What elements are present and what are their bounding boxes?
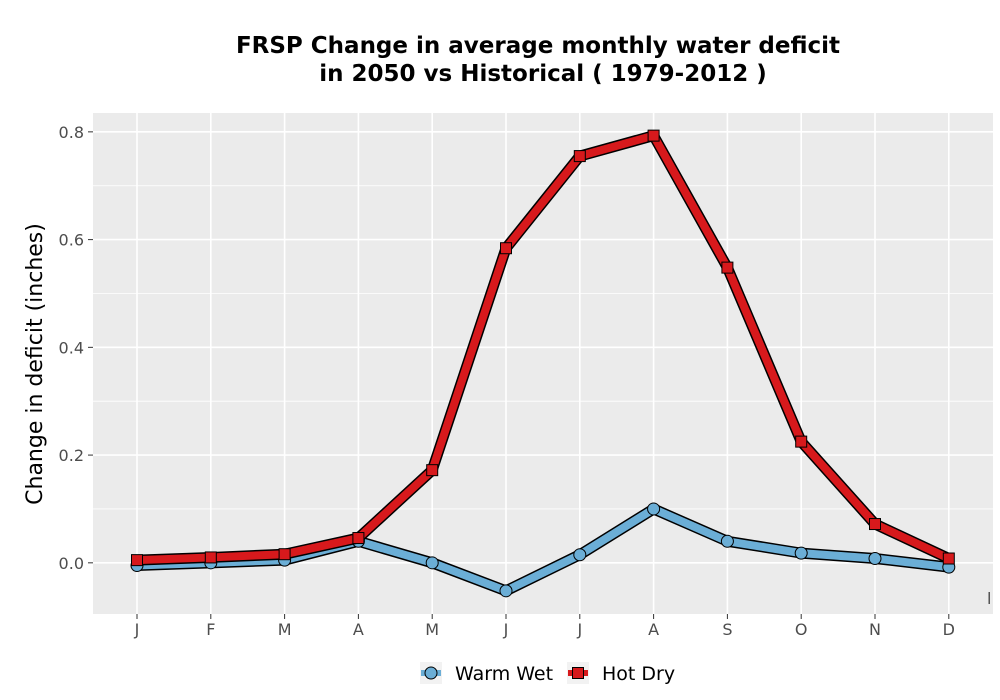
x-tick-label: A	[648, 620, 659, 639]
data-point	[647, 502, 661, 516]
x-tick-label: M	[425, 620, 439, 639]
x-tick-label: M	[278, 620, 292, 639]
data-point	[573, 150, 586, 163]
data-point	[500, 242, 512, 255]
x-tick-label: O	[795, 620, 808, 639]
legend-item: Hot Dry	[567, 662, 675, 685]
data-point	[425, 556, 439, 570]
chart-title-line-1: FRSP Change in average monthly water def…	[236, 33, 840, 59]
x-tick-label: F	[206, 620, 215, 639]
stray-label: l	[987, 589, 991, 608]
data-point	[204, 551, 217, 564]
legend-label: Hot Dry	[602, 663, 675, 685]
y-axis-label: Change in deficit (inches)	[23, 223, 48, 505]
chart-title: FRSP Change in average monthly water def…	[236, 33, 840, 87]
series-hot-dry	[131, 129, 955, 567]
data-point	[278, 548, 291, 561]
series-line	[133, 504, 953, 595]
series-warm-wet	[130, 502, 956, 598]
y-tick-label: 0.2	[59, 446, 84, 465]
data-point	[942, 552, 955, 565]
data-point	[868, 552, 882, 566]
legend-key-marker	[424, 666, 438, 680]
y-tick-label: 0.8	[59, 123, 84, 142]
data-point	[352, 532, 365, 545]
legend-label: Warm Wet	[455, 663, 553, 685]
chart-title-line-2: in 2050 vs Historical ( 1979-2012 )	[319, 61, 766, 87]
x-tick-label: J	[503, 620, 509, 639]
y-tick-label: 0.6	[59, 231, 84, 250]
legend-item: Warm Wet	[420, 662, 553, 685]
data-point	[499, 584, 513, 598]
x-tick-label: D	[943, 620, 955, 639]
data-point	[647, 129, 660, 142]
x-tick-label: S	[722, 620, 732, 639]
y-tick-label: 0.0	[59, 554, 84, 573]
data-point	[795, 435, 808, 448]
data-point	[869, 518, 881, 531]
x-tick-label: N	[869, 620, 881, 639]
y-tick-label: 0.4	[59, 338, 84, 357]
gridlines	[93, 113, 993, 614]
legend-key-marker	[572, 667, 584, 679]
legend: Warm Wet Hot Dry	[420, 662, 675, 685]
x-tick-label: J	[134, 620, 140, 639]
data-point	[720, 534, 734, 548]
y-axis: 0.0 0.2 0.4 0.6 0.8	[59, 123, 93, 573]
x-tick-label: A	[353, 620, 364, 639]
data-point	[426, 464, 439, 477]
series-layer	[130, 129, 956, 598]
data-point	[794, 546, 808, 560]
plot-panel	[93, 113, 993, 614]
series-line	[133, 131, 953, 565]
data-point	[131, 554, 143, 567]
data-point	[573, 548, 587, 562]
data-point	[721, 261, 734, 274]
x-tick-label: J	[576, 620, 582, 639]
